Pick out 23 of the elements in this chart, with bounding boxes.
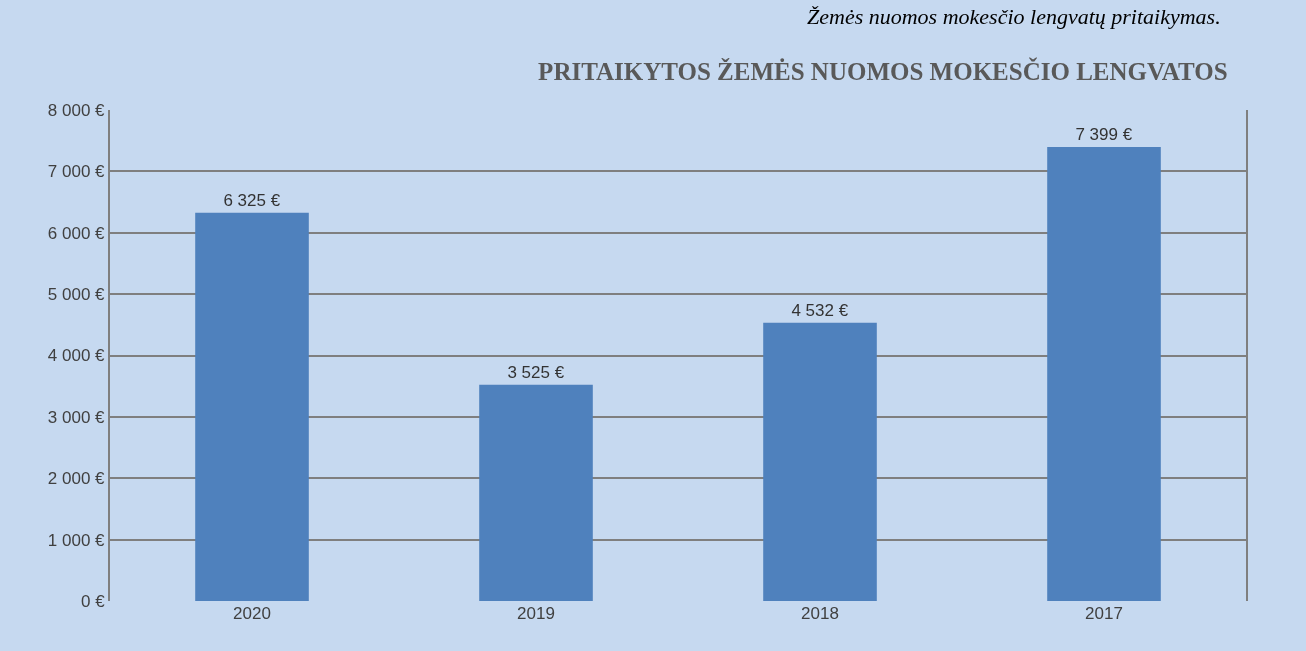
data-label: 4 532 € — [791, 300, 849, 320]
y-tick-label: 0 € — [80, 591, 106, 611]
bar — [195, 212, 309, 601]
x-tick-label: 2019 — [517, 604, 555, 623]
y-tick-label: 7 000 € — [47, 162, 106, 182]
y-tick-label: 5 000 € — [47, 285, 106, 305]
x-tick-label: 2018 — [801, 604, 839, 623]
y-tick-label: 6 000 € — [47, 223, 106, 243]
data-label: 6 325 € — [223, 190, 281, 210]
bar — [1047, 146, 1161, 601]
y-tick-label: 1 000 € — [47, 530, 106, 550]
x-tick-label: 2020 — [233, 604, 271, 623]
x-tick-label: 2017 — [1085, 604, 1123, 623]
data-label: 3 525 € — [507, 362, 565, 382]
y-tick-label: 2 000 € — [47, 469, 106, 489]
y-tick-label: 8 000 € — [47, 100, 106, 120]
data-label: 7 399 € — [1075, 124, 1133, 144]
bar — [763, 322, 877, 601]
y-tick-label: 3 000 € — [47, 407, 106, 427]
text: Žemės nuomos mokesčio lengvatų pritaikymas. — [807, 4, 1221, 29]
y-tick-label: 4 000 € — [47, 346, 106, 366]
bar — [479, 384, 593, 601]
chart-title: PRITAIKYTOS ŽEMĖS NUOMOS MOKESČIO LENGVATOS — [538, 57, 1228, 86]
